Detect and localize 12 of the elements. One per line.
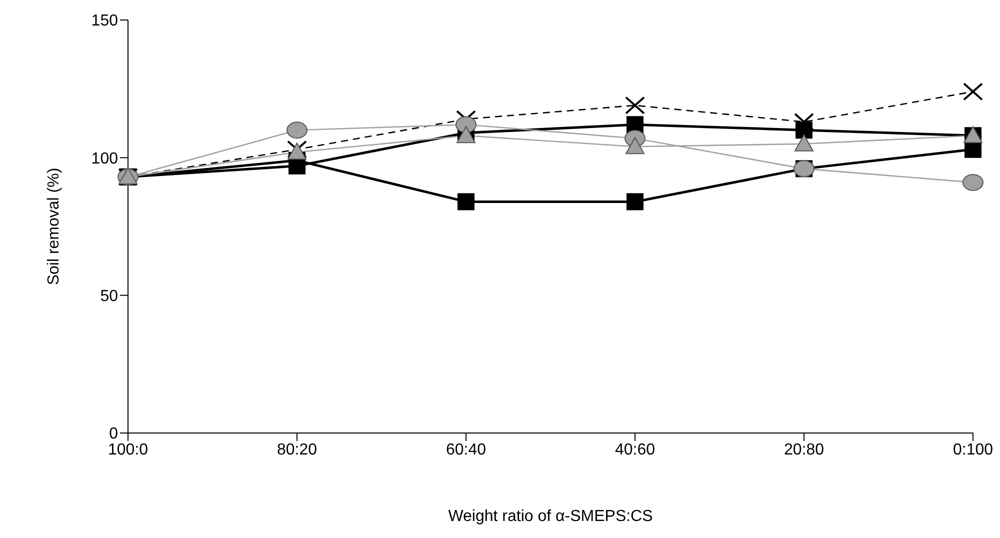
y-axis-title: Soil removal (%) xyxy=(46,168,63,286)
x-tick-label: 40:60 xyxy=(614,441,656,458)
x-tick-label: 0:100 xyxy=(952,441,994,458)
x-tick-label: 80:20 xyxy=(276,441,318,458)
x-axis-title: Weight ratio of α-SMEPS:CS xyxy=(448,508,653,525)
y-tick-label: 0 xyxy=(109,426,118,443)
y-tick-label: 150 xyxy=(91,12,118,30)
x-tick-label: 20:80 xyxy=(784,441,824,458)
x-tick-label: 100:0 xyxy=(108,441,148,458)
y-tick-label: 100 xyxy=(91,150,118,168)
x-tick-label: 60:40 xyxy=(446,441,486,458)
y-tick-label: 50 xyxy=(100,288,118,306)
